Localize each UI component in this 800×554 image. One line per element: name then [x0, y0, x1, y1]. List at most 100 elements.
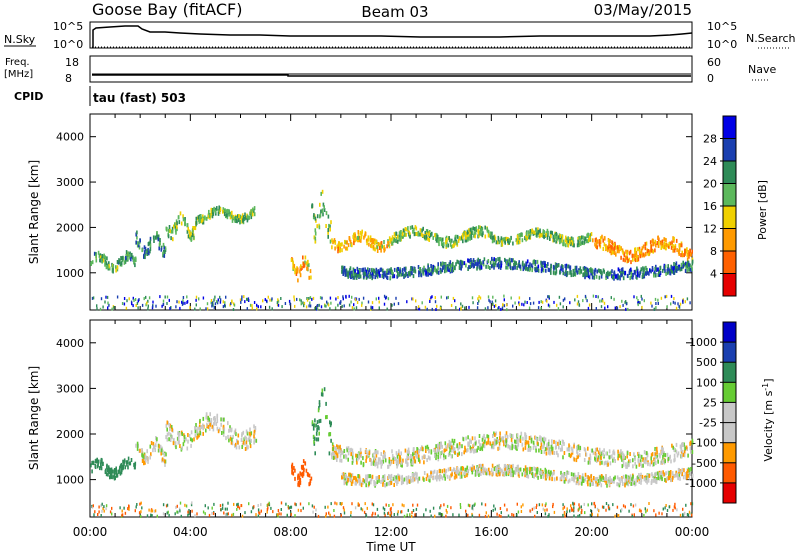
ground-cell	[135, 505, 137, 509]
data-cell	[546, 443, 548, 448]
data-cell	[680, 265, 683, 270]
data-cell	[647, 476, 650, 481]
ground-cell	[657, 298, 659, 302]
data-cell	[386, 244, 388, 249]
data-cell	[576, 451, 579, 456]
data-cell	[169, 438, 172, 442]
data-cell	[559, 270, 561, 275]
data-cell	[398, 237, 401, 241]
data-cell	[527, 444, 530, 449]
data-cell	[549, 449, 552, 454]
data-cell	[460, 266, 462, 271]
data-cell	[121, 256, 124, 261]
data-cell	[579, 241, 582, 246]
data-cell	[445, 265, 448, 270]
ground-cell	[363, 510, 366, 514]
data-cell	[341, 450, 343, 455]
y-tick-label: 4000	[56, 131, 84, 144]
data-cell	[456, 241, 458, 246]
data-cell	[525, 435, 528, 439]
data-cell	[589, 235, 591, 240]
data-cell	[247, 445, 249, 450]
data-cell	[368, 237, 370, 242]
data-cell	[469, 438, 471, 443]
data-cell	[607, 272, 610, 277]
data-cell	[436, 470, 439, 475]
data-cell	[689, 267, 692, 272]
ground-cell	[327, 505, 329, 509]
data-cell	[352, 267, 355, 272]
data-cell	[565, 263, 568, 268]
data-cell	[418, 270, 420, 275]
data-cell	[112, 475, 114, 480]
ground-cell	[187, 510, 189, 514]
data-cell	[464, 231, 466, 236]
data-cell	[600, 274, 603, 279]
cpid-value: tau (fast) 503	[93, 91, 186, 105]
data-cell	[169, 427, 171, 432]
data-cell	[538, 437, 541, 441]
data-cell	[499, 265, 502, 270]
ground-cell	[497, 307, 499, 311]
data-cell	[126, 256, 128, 261]
data-cell	[156, 437, 158, 442]
data-cell	[237, 218, 240, 223]
data-cell	[527, 474, 530, 479]
data-cell	[293, 466, 295, 470]
data-cell	[593, 476, 595, 480]
data-cell	[365, 275, 368, 280]
data-cell	[661, 446, 663, 451]
data-cell	[253, 212, 256, 217]
data-cell	[583, 458, 586, 462]
ground-cell	[434, 300, 437, 304]
data-cell	[95, 252, 97, 257]
data-cell	[405, 477, 408, 482]
data-cell	[500, 236, 503, 241]
data-cell	[664, 453, 667, 458]
ground-cell	[423, 513, 425, 517]
data-cell	[551, 439, 553, 444]
data-cell	[337, 450, 340, 454]
ground-cell	[686, 297, 689, 301]
ground-cell	[616, 505, 619, 509]
data-cell	[529, 466, 531, 471]
ground-cell	[96, 307, 98, 311]
data-cell	[127, 256, 129, 261]
ground-cell	[231, 300, 233, 304]
data-cell	[339, 248, 341, 253]
ground-cell	[334, 306, 337, 310]
data-cell	[599, 240, 602, 245]
data-cell	[516, 446, 518, 451]
data-cell	[334, 240, 337, 245]
data-cell	[448, 443, 450, 448]
data-cell	[678, 244, 681, 249]
data-cell	[407, 475, 410, 480]
data-cell	[172, 441, 175, 446]
data-cell	[573, 476, 575, 481]
data-cell	[661, 268, 664, 273]
data-cell	[354, 475, 356, 480]
data-cell	[521, 238, 524, 243]
data-cell	[375, 460, 377, 465]
ground-cell	[600, 299, 603, 303]
data-cell	[675, 268, 678, 273]
data-cell	[408, 479, 411, 484]
data-cell	[452, 268, 455, 273]
data-cell	[560, 239, 562, 244]
ground-cell	[168, 298, 170, 302]
data-cell	[621, 464, 624, 469]
data-cell	[146, 449, 148, 454]
data-cell	[491, 263, 494, 268]
data-cell	[660, 472, 662, 477]
data-cell	[621, 248, 624, 253]
colorbar-tick-label: 4	[710, 268, 717, 281]
data-cell	[657, 273, 660, 277]
data-cell	[466, 469, 469, 474]
data-cell	[580, 235, 583, 240]
data-cell	[357, 270, 359, 275]
data-cell	[117, 469, 120, 474]
data-cell	[656, 471, 659, 476]
data-cell	[426, 458, 428, 462]
data-cell	[141, 248, 143, 253]
data-cell	[244, 447, 247, 451]
